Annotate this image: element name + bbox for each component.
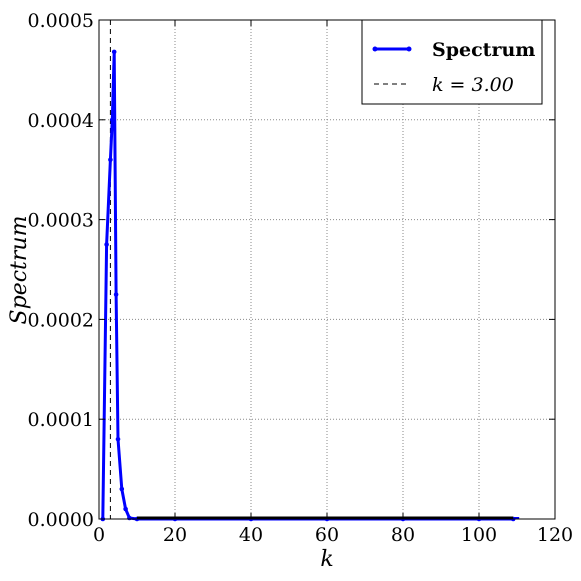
spectrum-line [103,52,513,519]
spectrum-point [108,157,113,162]
spectrum-point [120,487,125,492]
y-tick-label: 0.0000 [28,509,94,531]
spectrum-point [110,118,115,123]
x-tick-label: 80 [391,524,415,546]
spectrum-point [114,292,119,297]
legend-spectrum-marker-left [373,47,378,52]
spectrum-point [112,50,117,55]
y-tick-label: 0.0003 [28,210,94,232]
y-tick-label: 0.0002 [28,309,94,331]
legend-spectrum-label: Spectrum [432,39,535,61]
spectrum-point [116,437,121,442]
legend-spectrum-marker-right [407,47,412,52]
x-tick-label: 0 [93,524,105,546]
legend-kline-label: k = 3.00 [432,74,514,96]
y-tick-label: 0.0001 [28,409,94,431]
y-axis-label: Spectrum [7,216,32,325]
y-tick-label: 0.0004 [28,110,94,132]
x-axis-label: k [320,547,333,572]
x-tick-label: 120 [537,524,573,546]
spectrum-point [127,516,132,521]
x-tick-label: 100 [461,524,497,546]
x-tick-label: 20 [163,524,187,546]
legend: Spectrum k = 3.00 [362,20,542,104]
spectrum-point [123,507,128,512]
x-tick-label: 60 [315,524,339,546]
x-tick-label: 40 [239,524,263,546]
y-tick-label: 0.0005 [28,10,94,32]
spectrum-point [104,242,109,247]
